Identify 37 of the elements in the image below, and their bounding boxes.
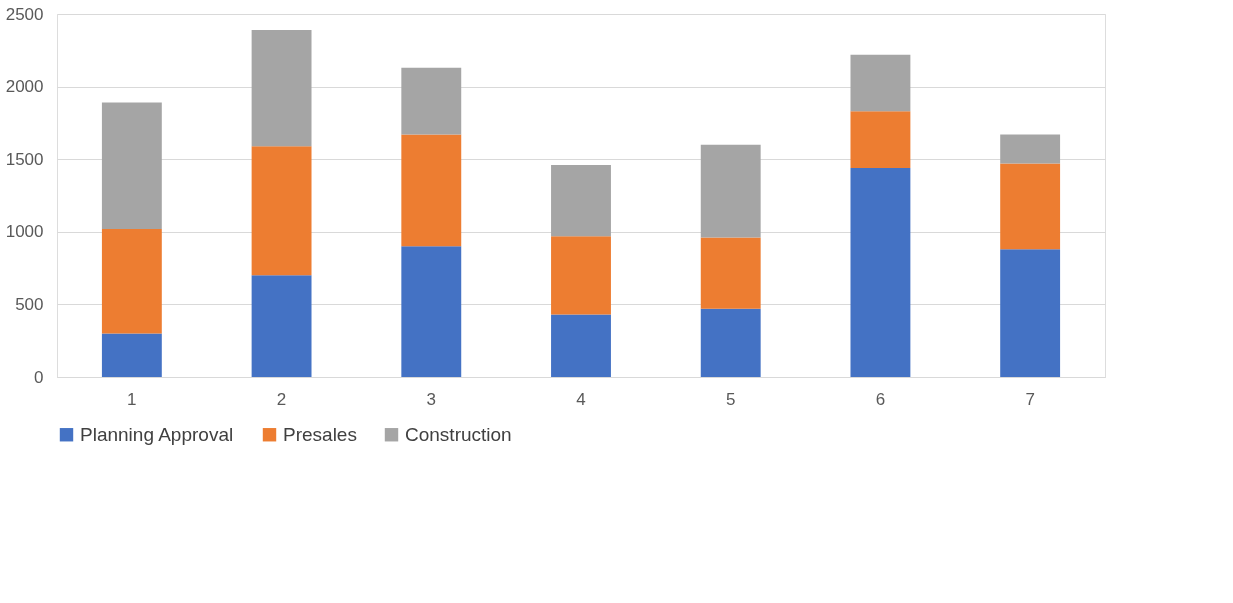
y-tick-label: 1500 bbox=[5, 149, 44, 169]
y-tick-label: 0 bbox=[34, 367, 44, 387]
bar bbox=[850, 54, 911, 112]
bar bbox=[551, 165, 611, 237]
bar bbox=[850, 111, 911, 168]
bar bbox=[1000, 134, 1061, 164]
x-tick-label: 4 bbox=[576, 389, 586, 409]
bar bbox=[101, 102, 162, 229]
bar bbox=[700, 308, 761, 377]
y-tick-label: 2500 bbox=[5, 4, 44, 24]
bar bbox=[251, 29, 312, 147]
x-tick-label: 3 bbox=[426, 389, 437, 409]
x-tick-label: 5 bbox=[725, 389, 736, 409]
legend-label: Presales bbox=[283, 423, 357, 445]
x-tick-label: 7 bbox=[1025, 389, 1035, 409]
bar bbox=[251, 146, 312, 276]
bar bbox=[850, 167, 911, 377]
bar bbox=[1000, 163, 1061, 250]
legend-label: Planning Approval bbox=[80, 423, 234, 445]
bar bbox=[251, 275, 312, 377]
y-tick-label: 500 bbox=[15, 294, 44, 314]
bar bbox=[1000, 249, 1061, 377]
bar bbox=[401, 67, 462, 135]
bar bbox=[401, 246, 462, 377]
y-tick-label: 2000 bbox=[5, 77, 44, 97]
x-tick-label: 1 bbox=[127, 389, 137, 409]
bar bbox=[700, 237, 761, 309]
legend-label: Construction bbox=[405, 423, 512, 445]
y-tick-label: 1000 bbox=[5, 222, 44, 242]
bar bbox=[551, 314, 611, 377]
bar bbox=[551, 236, 611, 315]
x-tick-label: 6 bbox=[875, 389, 886, 409]
bar bbox=[101, 228, 162, 334]
bar bbox=[700, 144, 761, 238]
bar bbox=[401, 134, 462, 247]
bar bbox=[101, 333, 162, 377]
x-tick-label: 2 bbox=[276, 389, 287, 409]
